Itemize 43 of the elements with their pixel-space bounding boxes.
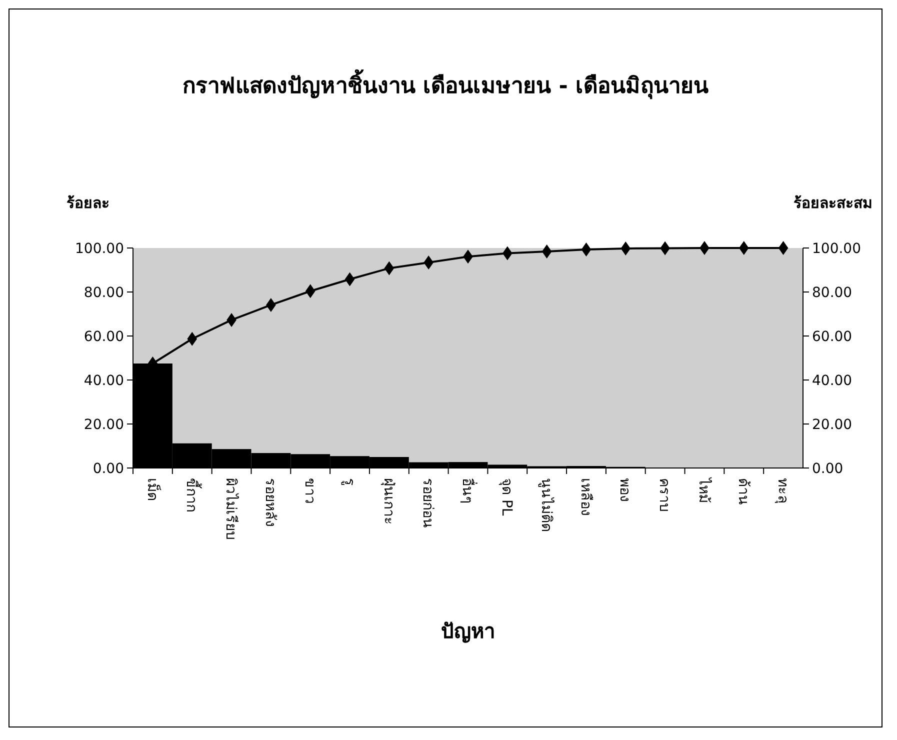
- point: [581, 242, 592, 257]
- x-tick-label: ไหม้: [696, 477, 713, 503]
- x-tick-label: ฝุ่นเกาะ: [380, 478, 396, 525]
- x-tick-label: ขาว: [301, 478, 318, 504]
- point: [187, 332, 198, 346]
- point: [305, 284, 316, 298]
- y2-tick-label: 100.00: [812, 240, 861, 257]
- x-tick-label: คราบ: [656, 478, 672, 512]
- y-tick-label: 40.00: [84, 372, 124, 389]
- y2-axis-title: ร้อยละสะสม: [794, 194, 872, 212]
- x-tick-label: จุด PL: [498, 478, 515, 516]
- x-tick-label: ผิวไม่เรียบ: [222, 478, 240, 540]
- y-tick-label: 100.00: [75, 240, 124, 257]
- x-tick-label: ด้าน: [734, 478, 751, 505]
- x-tick-label: ขี้กาก: [183, 478, 202, 512]
- y2-tick-label: 20.00: [812, 416, 852, 433]
- y-axis-title: ร้อยละ: [66, 194, 110, 212]
- x-tick-label: เหลือง: [577, 478, 594, 516]
- point: [738, 241, 749, 255]
- y2-tick-label: 80.00: [812, 284, 852, 301]
- x-tick-label: ทะลุ: [774, 478, 790, 504]
- point: [778, 241, 788, 255]
- x-tick-label: นูนไม่ติด: [538, 478, 555, 532]
- x-tick-label: พอง: [616, 478, 633, 502]
- y2-tick-label: 0.00: [812, 460, 844, 477]
- point: [384, 261, 394, 276]
- y2-tick-label: 40.00: [812, 372, 852, 389]
- point: [542, 244, 552, 259]
- y-tick-label: 20.00: [84, 416, 124, 433]
- point: [700, 241, 710, 255]
- point: [620, 241, 631, 256]
- x-tick-label: รอยหลัง: [262, 478, 278, 527]
- x-axis-title: ปัญหา: [441, 619, 495, 643]
- y-tick-label: 60.00: [84, 328, 124, 345]
- y-tick-label: 0.00: [92, 460, 124, 477]
- chart-title: กราฟแสดงปัญหาชิ้นงาน เดือนเมษายน - เดือนมิถุนายน: [182, 69, 709, 100]
- x-tick-label: รู: [340, 478, 357, 486]
- x-tick-label: เม็ด: [144, 478, 162, 501]
- y2-tick-label: 60.00: [812, 328, 852, 345]
- x-tick-label: อื่นๆ: [459, 478, 478, 504]
- y-tick-label: 80.00: [84, 284, 124, 301]
- point: [344, 272, 355, 286]
- x-tick-label: รอยก่อน: [420, 478, 436, 528]
